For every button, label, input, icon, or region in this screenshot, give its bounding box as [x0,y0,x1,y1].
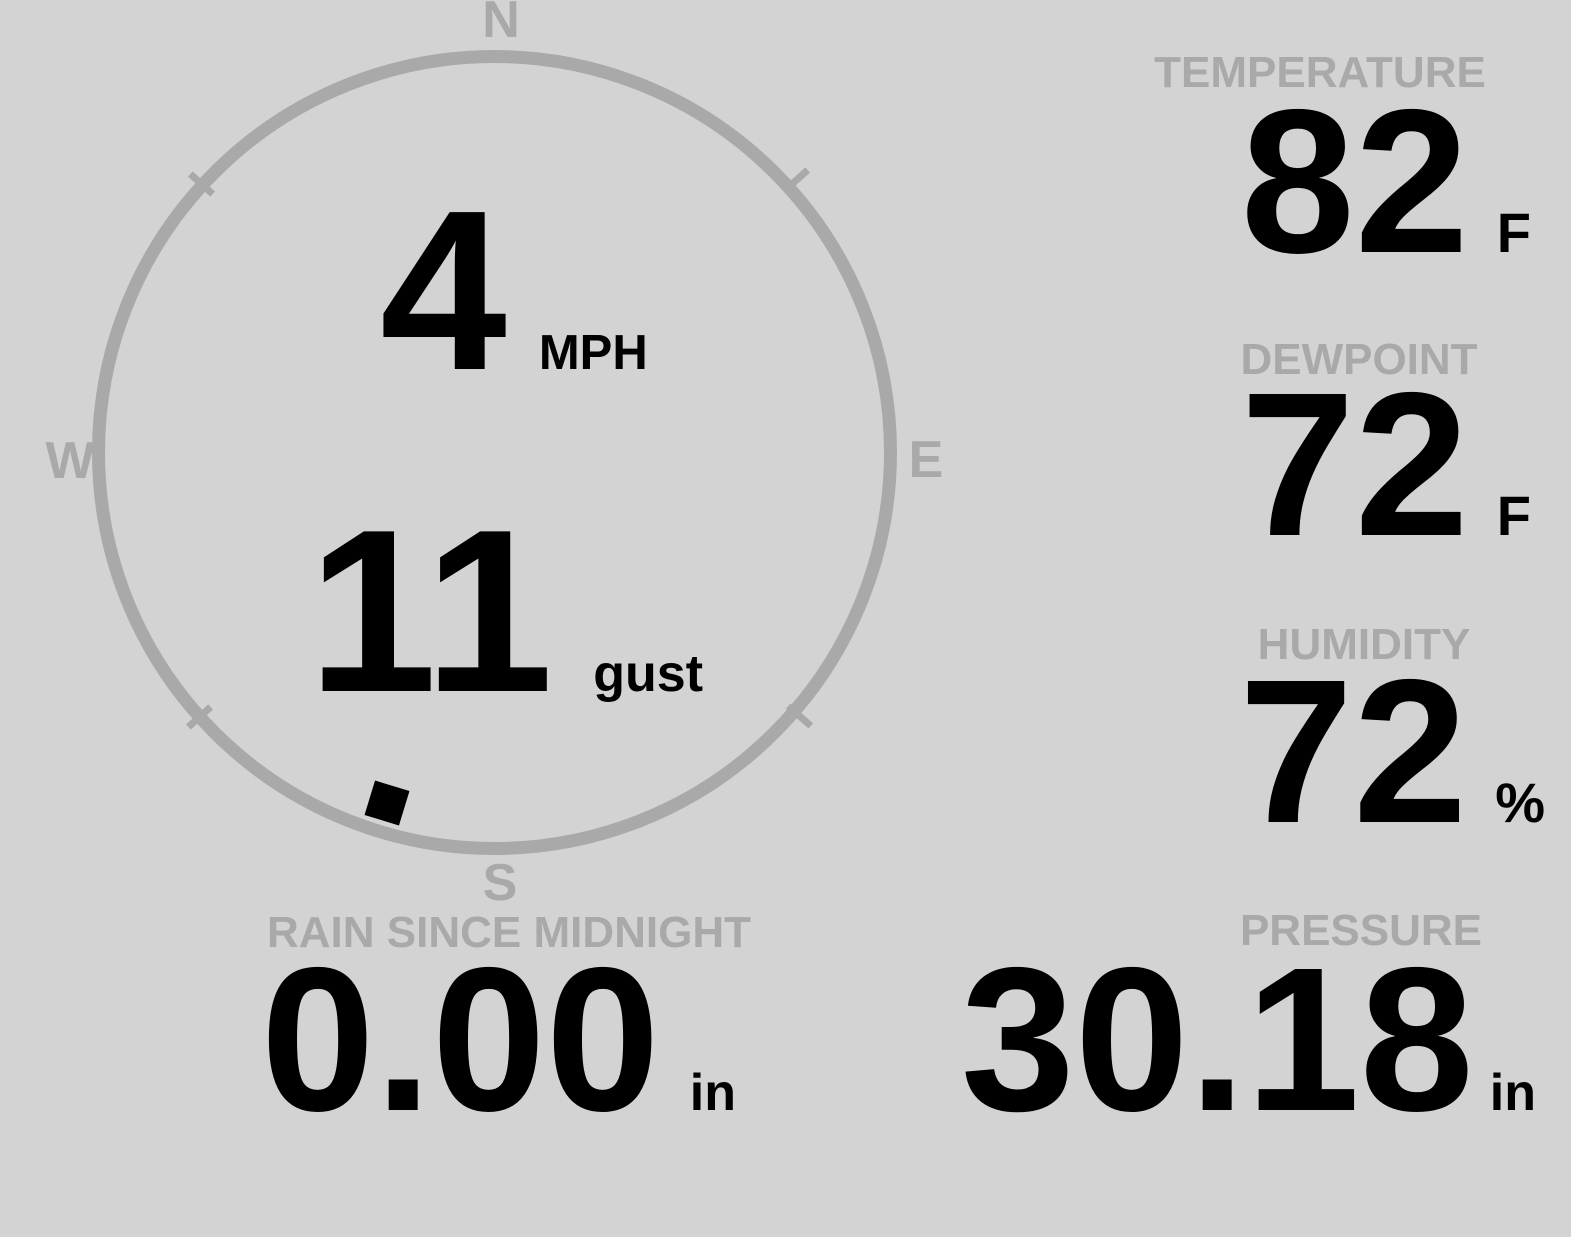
cardinal-south-label: S [482,854,518,912]
pressure-value: 30.18 [960,925,1474,1154]
wind-gust-value: 11 [308,482,554,741]
pressure-unit: in [1489,1064,1536,1122]
dewpoint-value: 72 [1240,350,1469,579]
humidity-value: 72 [1239,637,1468,866]
wind-speed-unit: MPH [538,326,648,380]
temperature-unit: F [1496,201,1531,264]
rain-reading: 0.00 in [261,937,736,1142]
pressure-reading: 30.18 in [961,937,1536,1142]
wind-gust: 11 gust [308,496,703,728]
cardinal-north-label: N [482,0,520,49]
cardinal-east-label: E [908,431,944,489]
cardinal-west-label: W [45,432,95,490]
wind-speed: 4 MPH [380,177,648,405]
humidity-unit: % [1495,771,1545,834]
humidity-reading: 72 % [1239,649,1545,854]
dewpoint-unit: F [1496,484,1531,547]
wind-speed-value: 4 [380,164,507,418]
temperature-reading: 82 F [1241,79,1531,284]
wind-gust-unit: gust [593,645,704,703]
pressure-label: PRESSURE [1239,906,1483,955]
dewpoint-reading: 72 F [1241,362,1531,567]
humidity-label: HUMIDITY [1257,620,1471,669]
temperature-value: 82 [1240,67,1469,296]
temperature-label: TEMPERATURE [1154,48,1486,97]
rain-unit: in [689,1064,736,1122]
rain-value: 0.00 [260,925,660,1154]
rain-label: RAIN SINCE MIDNIGHT [267,908,751,957]
dewpoint-label: DEWPOINT [1240,335,1478,384]
